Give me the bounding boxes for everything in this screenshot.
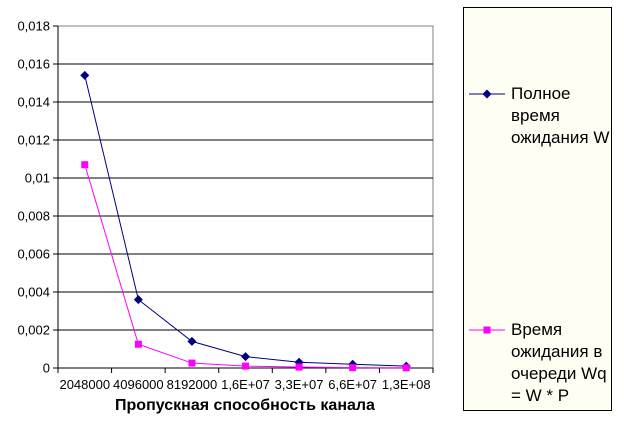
legend-label-wq: Время ожидания в очереди Wq = W * P <box>511 320 607 405</box>
y-tick-label: 0,012 <box>17 133 50 148</box>
data-point-marker <box>187 336 197 346</box>
plot-area <box>57 25 434 369</box>
series-1 <box>81 161 410 372</box>
legend-entry-wq: Время ожидания в очереди Wq = W * P <box>468 319 611 407</box>
data-point-marker <box>81 161 89 169</box>
legend-label-w: Полное время ожидания W <box>511 84 610 147</box>
y-tick-label: 0,002 <box>17 323 50 338</box>
data-point-marker <box>241 352 250 362</box>
data-point-marker <box>402 364 410 372</box>
x-axis-tick-labels: 2048000 4096000 8192000 1,6E+07 3,3E+07 6,6E+… <box>59 377 430 392</box>
legend-marker-point <box>482 89 492 99</box>
data-point-marker <box>188 359 196 367</box>
x-axis-title: Пропускная способность канала <box>115 397 375 414</box>
gridlines <box>58 63 433 331</box>
data-series <box>80 70 411 372</box>
y-tick-label: 0,014 <box>17 95 50 110</box>
data-point-marker <box>242 362 249 370</box>
y-tick-label: 0 <box>43 361 50 376</box>
data-point-marker <box>295 363 303 371</box>
y-axis-tick-labels: 0 0,002 0,004 0,006 0,008 0,01 0,012 0,014 0,016… <box>17 19 50 376</box>
x-tick-label: 6,6E+07 <box>328 377 377 392</box>
y-tick-label: 0,016 <box>17 57 50 72</box>
y-tick-label: 0,008 <box>17 209 50 224</box>
legend-marker-point <box>483 326 491 334</box>
data-point-marker <box>133 295 143 305</box>
data-point-marker <box>80 70 90 80</box>
plot-area-border <box>57 25 434 369</box>
x-tick-label: 8192000 <box>167 377 218 392</box>
data-point-marker <box>349 364 357 372</box>
x-tick-label: 3,3E+07 <box>275 377 324 392</box>
x-tick-label: 4096000 <box>113 377 164 392</box>
x-tick-label: 1,3E+08 <box>382 377 431 392</box>
data-point-marker <box>134 340 142 348</box>
y-tick-label: 0,004 <box>17 285 50 300</box>
y-tick-label: 0,018 <box>17 19 50 34</box>
y-tick-label: 0,006 <box>17 247 50 262</box>
square-series-marker-icon <box>469 326 505 334</box>
diamond-series-marker-icon <box>469 89 505 99</box>
x-tick-label: 2048000 <box>59 377 110 392</box>
y-tick-label: 0,01 <box>25 171 50 186</box>
legend-entry-w: Полное время ожидания W <box>468 83 611 149</box>
legend: Полное время ожидания W Время ожидания в… <box>463 7 612 411</box>
x-tick-label: 1,6E+07 <box>221 377 270 392</box>
